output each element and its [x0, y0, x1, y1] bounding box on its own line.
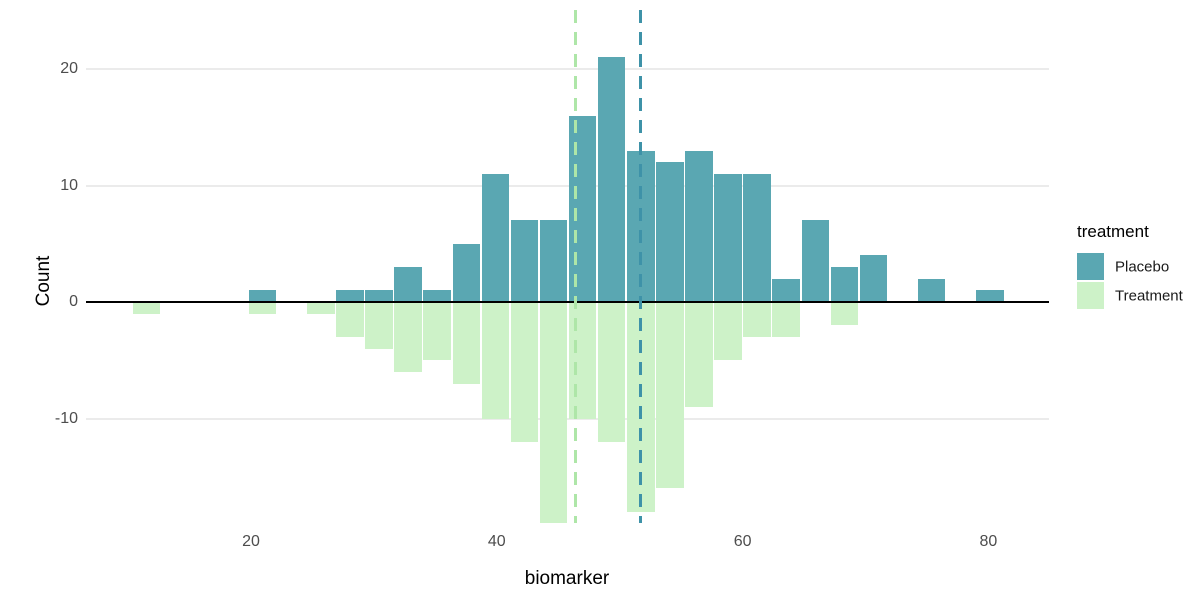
histogram-bar-placebo	[656, 162, 684, 302]
histogram-bar-treatment	[830, 302, 859, 326]
histogram-bar-placebo	[917, 278, 946, 302]
histogram-bar-placebo	[714, 173, 742, 302]
histogram-bar-treatment	[452, 302, 481, 384]
histogram-bar-placebo	[481, 173, 510, 302]
y-tick-label: 0	[69, 293, 78, 310]
histogram-bar-placebo	[336, 290, 364, 302]
mean-line-treatment	[573, 10, 578, 523]
x-tick-label: 60	[733, 533, 752, 550]
x-tick-label: 80	[979, 533, 998, 550]
legend: treatment Placebo Treatment	[1077, 222, 1183, 311]
histogram-bar-treatment	[656, 302, 684, 489]
histogram-bar-treatment	[248, 302, 277, 314]
histogram-bar-treatment	[568, 302, 597, 419]
placebo-swatch	[1077, 253, 1104, 280]
histogram-bar-treatment	[539, 302, 568, 523]
histogram-bar-placebo	[597, 57, 626, 302]
treatment-swatch	[1077, 282, 1104, 309]
gridline	[86, 68, 1049, 70]
legend-entry-treatment: Treatment	[1077, 282, 1183, 309]
histogram-bar-treatment	[510, 302, 539, 442]
zero-line	[86, 301, 1049, 303]
x-tick-label: 40	[487, 533, 506, 550]
histogram-bar-placebo	[976, 290, 1004, 302]
mean-line-placebo	[638, 10, 643, 523]
legend-label-treatment: Treatment	[1115, 287, 1183, 304]
histogram-bar-treatment	[685, 302, 713, 407]
histogram-bar-placebo	[394, 267, 422, 302]
y-tick-label: -10	[54, 409, 78, 427]
histogram-bar-placebo	[248, 290, 277, 302]
histogram-bar-treatment	[423, 302, 451, 361]
histogram-bar-placebo	[568, 115, 597, 302]
histogram-bar-treatment	[336, 302, 364, 337]
legend-entry-placebo: Placebo	[1077, 253, 1169, 280]
histogram-bar-placebo	[830, 267, 859, 302]
histogram-bar-placebo	[539, 220, 568, 302]
x-tick-label: 20	[242, 533, 260, 550]
histogram-bar-placebo	[743, 173, 771, 302]
histogram-bar-treatment	[481, 302, 510, 419]
y-tick-label: 20	[60, 60, 78, 77]
histogram-bar-placebo	[685, 150, 713, 302]
histogram-bar-placebo	[510, 220, 539, 302]
x-axis-title: biomarker	[524, 568, 610, 589]
histogram-bar-treatment	[394, 302, 422, 372]
gridline	[86, 184, 1049, 187]
histogram-bar-treatment	[714, 302, 742, 361]
histogram-bar-placebo	[801, 220, 830, 302]
y-tick-label: 10	[60, 176, 78, 194]
histogram-bar-treatment	[743, 302, 771, 337]
histogram-bar-placebo	[365, 290, 393, 302]
legend-title: treatment	[1077, 222, 1149, 241]
histogram-bar-treatment	[597, 302, 626, 442]
histogram-bar-placebo	[772, 278, 800, 302]
legend-label-placebo: Placebo	[1115, 258, 1170, 275]
histogram-bar-treatment	[772, 302, 800, 337]
plot-panel	[86, 10, 1049, 523]
gridline	[86, 417, 1049, 420]
histogram-bar-treatment	[307, 302, 335, 314]
histogram-bar-placebo	[423, 290, 451, 302]
histogram-bar-placebo	[452, 243, 481, 302]
histogram-bar-placebo	[859, 255, 888, 302]
histogram-bar-treatment	[132, 302, 161, 314]
histogram-bar-treatment	[365, 302, 393, 349]
